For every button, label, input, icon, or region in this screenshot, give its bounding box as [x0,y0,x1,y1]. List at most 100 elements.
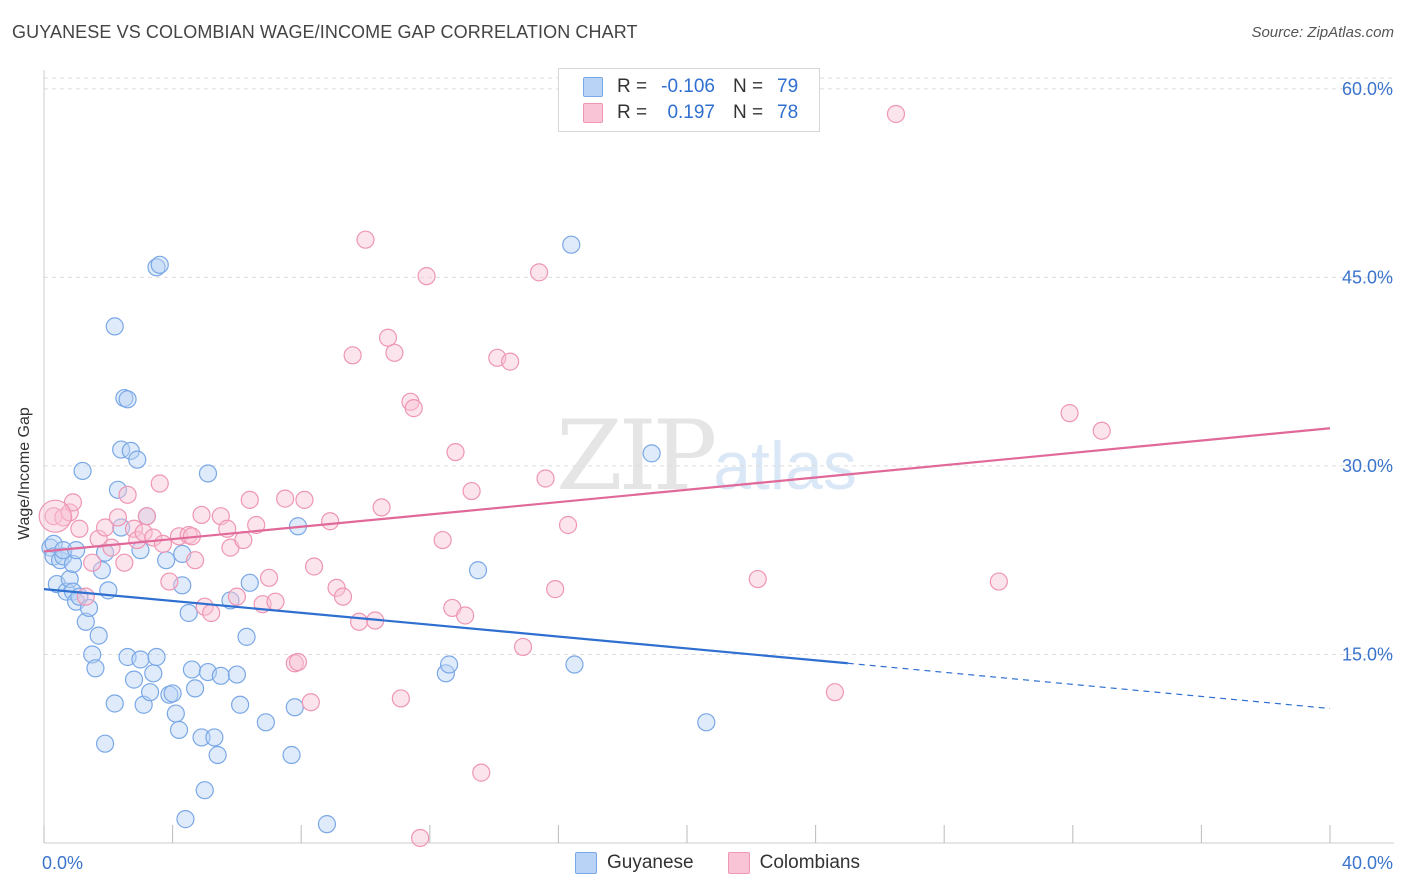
guyanese-point [562,235,581,254]
colombian-point [886,104,906,124]
guyanese-point [163,684,182,703]
y-tick-label: 45.0% [1342,267,1393,287]
guyanese-point [208,745,227,765]
colombian-point [304,557,324,576]
guyanese-trend-line [43,588,848,665]
n-label: N = [733,76,764,97]
guyanese-point [63,554,83,574]
guyanese-point [124,670,144,689]
guyanese-point [140,683,160,702]
legend-item-guyanese: Guyanese [575,852,694,874]
y-tick-label: 30.0% [1342,456,1393,476]
guyanese-point [157,551,176,570]
guyanese-point [211,666,230,685]
legend-row-colombians: R = 0.197 N = 78 [583,102,798,124]
legend-item-colombians: Colombians [727,852,860,874]
guyanese-point [642,444,661,463]
colombian-point [349,612,369,631]
guyanese-point [105,694,124,713]
guyanese-point [67,541,86,560]
guyanese-point [169,720,189,739]
colombian-point [89,529,108,548]
correlation-legend: R = -0.106 N = 79 R = 0.197 N = 78 [558,68,820,132]
colombian-point [558,515,578,535]
colombian-point [536,469,555,488]
guyanese-point [79,598,99,618]
colombian-point [276,489,295,508]
colombian-point [266,592,285,611]
colombian-point [153,534,173,553]
gridlines [44,77,1394,655]
guyanese-point [282,745,301,765]
n-label: N = [733,102,764,123]
colombian-point [118,485,137,504]
colombian-point [124,519,144,538]
colombian-point [295,490,314,509]
colombian-point [748,569,767,589]
guyanese-point [231,695,250,714]
guyanese-points [41,235,716,834]
colombian-point [321,512,340,531]
colombian-point [501,352,520,371]
colombian-point [385,343,404,362]
colombian-point [102,538,121,557]
colombian-point [411,828,430,848]
y-axis-label: Wage/Income Gap [16,407,33,540]
guyanese-point [83,645,102,664]
colombian-point [160,572,179,591]
guyanese-point [95,734,115,753]
guyanese-point [195,781,214,800]
guyanese-point [166,704,185,723]
colombian-point [83,553,102,572]
colombian-point [1092,421,1111,440]
guyanese-point [240,573,259,592]
guyanese-swatch [583,77,603,97]
guyanese-point [186,679,205,698]
guyanese-point [150,255,169,274]
guyanese-point [697,713,716,732]
guyanese-point [89,626,108,645]
guyanese-trend-extension [847,662,1331,710]
colombian-point [446,443,465,462]
guyanese-point [128,450,147,469]
watermark: ZIPatlas [556,400,857,512]
colombian-point [137,507,156,526]
colombian-point [472,763,491,782]
colombian-trend-line [43,427,1331,553]
guyanese-point [176,810,195,829]
r-value: 0.197 [667,102,715,123]
guyanese-point [468,561,488,580]
colombian-point [456,606,475,625]
colombian-point [240,490,259,509]
colombian-point [378,328,398,347]
colombian-points [38,104,1111,848]
colombian-swatch [583,103,603,123]
colombian-point [333,587,353,606]
guyanese-point [108,480,128,499]
guyanese-point [439,655,459,674]
guyanese-point [565,655,584,674]
guyanese-legend-swatch [575,852,597,874]
guyanese-point [147,258,166,277]
watermark-zip: ZIP [556,400,717,512]
colombian-point [391,689,410,708]
colombian-point [989,572,1008,591]
guyanese-point [73,461,92,481]
guyanese-point [112,440,131,459]
colombian-point [95,518,115,537]
colombian-point [288,652,308,672]
colombian-point [60,503,79,522]
r-value: -0.106 [661,76,715,97]
colombian-point [108,508,128,527]
guyanese-point [76,612,95,631]
colombian-point [825,683,844,702]
legend-label-colombians: Colombians [759,852,860,873]
guyanese-point [112,518,131,537]
guyanese-point [205,728,224,747]
colombian-point [38,499,72,533]
colombian-point [247,515,266,535]
legend-label-guyanese: Guyanese [607,852,694,873]
guyanese-point [105,317,124,336]
colombian-point [513,637,533,657]
